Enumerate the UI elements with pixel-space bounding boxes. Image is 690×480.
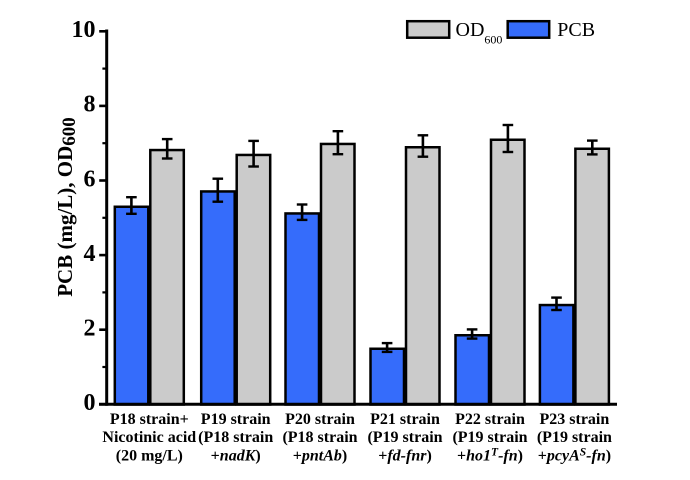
svg-text:(P18 strain: (P18 strain: [282, 429, 357, 446]
svg-text:PCB: PCB: [557, 19, 595, 41]
svg-text:4: 4: [84, 241, 96, 267]
svg-text:8: 8: [84, 92, 96, 118]
svg-text:10: 10: [72, 17, 96, 43]
svg-text:+pntAb): +pntAb): [293, 447, 347, 464]
svg-text:+nadK): +nadK): [211, 447, 261, 464]
svg-text:6: 6: [84, 166, 96, 192]
svg-text:0: 0: [84, 390, 96, 416]
svg-text:P21 strain: P21 strain: [370, 411, 440, 428]
svg-text:P19 strain: P19 strain: [201, 411, 271, 428]
svg-text:PCB (mg/L), OD600: PCB (mg/L), OD600: [53, 117, 80, 297]
svg-text:+pcyAS-fn): +pcyAS-fn): [538, 446, 611, 464]
svg-text:(20 mg/L): (20 mg/L): [116, 447, 183, 464]
svg-text:P20 strain: P20 strain: [285, 411, 355, 428]
svg-text:(P19 strain: (P19 strain: [367, 429, 442, 446]
svg-text:(P19 strain: (P19 strain: [537, 429, 612, 446]
svg-text:(P18 strain: (P18 strain: [198, 429, 273, 446]
svg-text:2: 2: [84, 316, 96, 342]
svg-text:Nicotinic acid: Nicotinic acid: [102, 429, 196, 446]
svg-text:+fd-fnr): +fd-fnr): [378, 447, 432, 464]
svg-text:P18 strain+: P18 strain+: [110, 411, 189, 428]
svg-text:(P19 strain: (P19 strain: [452, 429, 527, 446]
svg-text:+ho1T-fn): +ho1T-fn): [457, 446, 523, 464]
svg-text:P22 strain: P22 strain: [455, 411, 525, 428]
svg-text:P23 strain: P23 strain: [540, 411, 610, 428]
